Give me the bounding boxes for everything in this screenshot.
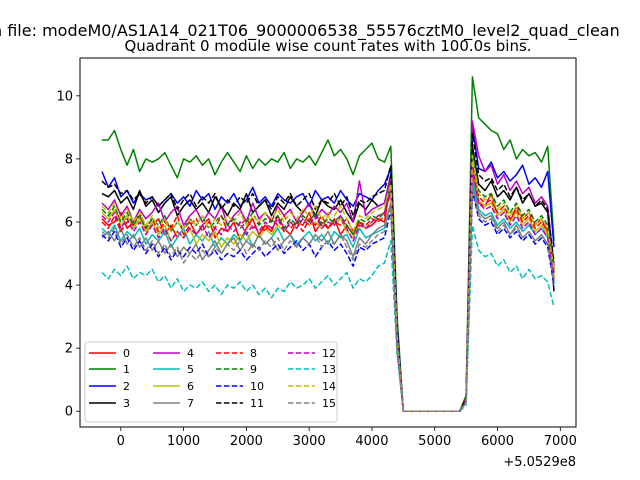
- chart-title: Quadrant 0 module wise count rates with …: [124, 37, 531, 55]
- legend-label-0: 0: [123, 347, 130, 360]
- legend-label-4: 4: [187, 347, 194, 360]
- x-tick-label: 6000: [481, 434, 514, 449]
- legend-label-13: 13: [322, 363, 336, 376]
- legend-label-15: 15: [322, 397, 336, 410]
- legend-label-9: 9: [250, 363, 257, 376]
- legend-label-1: 1: [123, 363, 130, 376]
- x-tick-label: 0: [117, 434, 125, 449]
- series-line-12: [101, 167, 555, 412]
- series-line-1: [102, 76, 555, 412]
- legend-frame: [84, 341, 338, 423]
- series-line-11: [101, 132, 555, 412]
- y-tick-label: 6: [65, 216, 73, 231]
- x-tick-label: 3000: [293, 434, 326, 449]
- y-tick-label: 2: [65, 342, 73, 357]
- legend-label-6: 6: [187, 380, 194, 393]
- x-axis: 0 1000 2000 3000 4000 5000 6000 7000: [117, 427, 577, 449]
- legend-label-12: 12: [322, 347, 336, 360]
- legend-label-7: 7: [187, 397, 194, 410]
- y-tick-label: 4: [65, 279, 73, 294]
- plot-frame: [79, 57, 577, 428]
- x-tick-label: 7000: [544, 434, 577, 449]
- legend-label-10: 10: [250, 380, 264, 393]
- legend-label-3: 3: [123, 397, 130, 410]
- series-line-15: [101, 186, 555, 412]
- x-tick-label: 5000: [418, 434, 451, 449]
- legend-label-14: 14: [322, 380, 336, 393]
- y-tick-label: 0: [65, 405, 73, 420]
- series-layer: [101, 76, 555, 412]
- legend-label-2: 2: [123, 380, 130, 393]
- legend-label-5: 5: [187, 363, 194, 376]
- x-tick-label: 2000: [230, 434, 263, 449]
- series-line-7: [101, 183, 555, 412]
- x-tick-label: 1000: [167, 434, 200, 449]
- figure-suptitle: n file: modeM0/AS1A14_021T06_9000006538_…: [0, 21, 620, 41]
- series-line-9: [101, 151, 555, 412]
- series-line-3: [101, 145, 555, 412]
- y-axis: 0 2 4 6 8 10: [56, 89, 80, 420]
- y-tick-label: 8: [65, 152, 73, 167]
- series-line-8: [101, 161, 555, 412]
- legend-label-11: 11: [250, 397, 264, 410]
- series-line-14: [101, 155, 555, 412]
- y-tick-label: 10: [56, 89, 73, 104]
- legend-label-8: 8: [250, 347, 257, 360]
- x-axis-offset-label: +5.0529e8: [503, 455, 576, 470]
- series-line-2: [101, 126, 555, 412]
- x-tick-label: 4000: [355, 434, 388, 449]
- series-line-13: [101, 224, 555, 412]
